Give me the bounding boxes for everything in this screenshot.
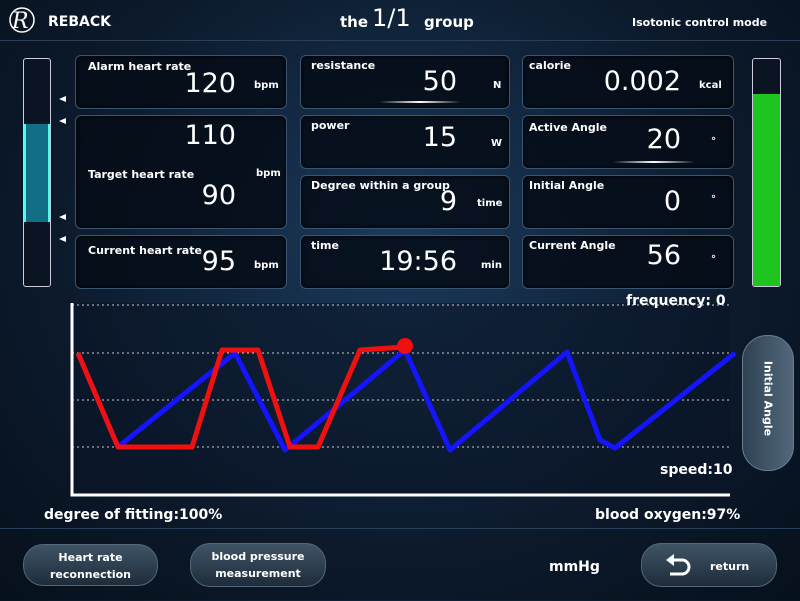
calorie-card: calorie 0.002 kcal — [522, 55, 734, 109]
bp-unit: mmHg — [549, 559, 600, 575]
button-line: blood pressure — [211, 550, 305, 563]
unit: kcal — [699, 80, 722, 91]
button-label: Initial Angle — [761, 360, 775, 437]
label: power — [311, 119, 350, 132]
unit: min — [481, 260, 502, 271]
value: 120 — [184, 68, 236, 99]
active-angle-card: Active Angle 20 ° — [522, 115, 734, 169]
button-line: reconnection — [49, 568, 132, 581]
label: Current heart rate — [88, 244, 202, 257]
time-card: time 19:56 min — [300, 235, 510, 289]
group-suffix: group — [424, 13, 474, 31]
reconnect-button[interactable]: Heart rate reconnection — [23, 544, 158, 586]
initial-angle-card: Initial Angle 0 ° — [522, 175, 734, 229]
initial-angle-button[interactable]: Initial Angle — [742, 335, 794, 471]
label: Alarm heart rate — [88, 60, 192, 73]
value: 95 — [201, 246, 236, 277]
mode: Isotonic control mode — [632, 16, 768, 29]
unit: W — [491, 138, 503, 149]
unit: bpm — [254, 260, 279, 271]
unit: ° — [711, 254, 716, 265]
label: Active Angle — [529, 121, 607, 134]
value: 0.002 — [603, 66, 681, 97]
label: Degree within a group — [311, 179, 450, 192]
current-hr-card: Current heart rate 95 bpm — [75, 235, 287, 289]
alarm-card: Alarm heart rate 120 bpm — [75, 55, 287, 109]
logo: R — [9, 7, 35, 34]
label: Current Angle — [529, 239, 616, 252]
unit: bpm — [254, 80, 279, 91]
angle-gauge — [752, 58, 781, 287]
bp-button[interactable]: blood pressure measurement — [190, 543, 326, 587]
speed: speed:10 — [660, 462, 733, 478]
footer-bar — [0, 528, 800, 601]
label: resistance — [311, 59, 376, 72]
group-prefix: the — [340, 13, 369, 31]
unit: N — [493, 80, 502, 91]
resistance-card: resistance 50 N — [300, 55, 510, 109]
value: 90 — [201, 180, 236, 211]
unit: bpm — [256, 168, 281, 179]
value: 0 — [663, 186, 681, 217]
value: 19:56 — [379, 246, 457, 277]
label: Target heart rate — [88, 168, 195, 181]
return-icon — [666, 554, 691, 576]
degree-card: Degree within a group 9 time — [300, 175, 510, 229]
return-button[interactable]: return — [641, 543, 777, 587]
oxygen: blood oxygen:97% — [595, 507, 741, 523]
label: Initial Angle — [529, 179, 605, 192]
target-card: 110 Target heart rate 90 bpm — [75, 115, 287, 229]
button-line: measurement — [215, 567, 301, 580]
brand: REBACK — [48, 14, 111, 30]
label: time — [311, 239, 339, 252]
unit: ° — [711, 194, 716, 205]
button-line: Heart rate — [58, 551, 123, 564]
value: 50 — [422, 66, 457, 97]
upper-value: 110 — [184, 120, 236, 151]
current-angle-card: Current Angle 56 ° — [522, 235, 734, 289]
fitting: degree of fitting:100% — [44, 507, 223, 523]
unit: time — [477, 198, 503, 209]
frequency: frequency: 0 — [626, 293, 726, 309]
unit: ° — [711, 136, 716, 147]
group-number: 1/1 — [372, 4, 411, 32]
label: calorie — [529, 59, 571, 72]
button-label: return — [710, 560, 750, 573]
heart-gauge — [23, 58, 51, 287]
header-bar — [0, 0, 800, 41]
angle-graph — [70, 303, 737, 497]
value: 15 — [422, 122, 457, 153]
svg-text:R: R — [11, 9, 29, 34]
value: 20 — [646, 124, 681, 155]
value: 56 — [646, 240, 681, 271]
gauge-markers — [59, 96, 66, 242]
power-card: power 15 W — [300, 115, 510, 169]
value: 9 — [439, 186, 457, 217]
